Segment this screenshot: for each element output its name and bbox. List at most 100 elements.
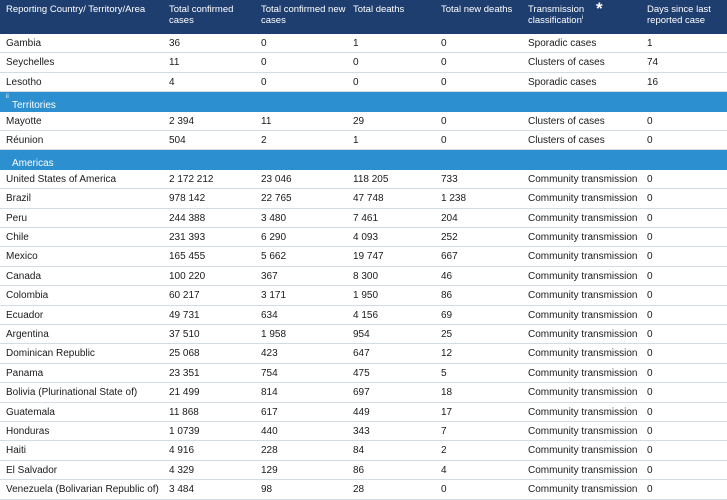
- table-row: Argentina 37 510 1 958 954 25 Community trans…: [0, 325, 727, 345]
- table-cell: 98: [261, 484, 273, 496]
- table-cell: 252: [441, 232, 458, 243]
- table-row: Brazil 978 142 22 765 47 748 1 238 Community …: [0, 189, 727, 209]
- table-cell: 1 958: [261, 329, 287, 340]
- table-cell: Community transmission: [528, 484, 638, 496]
- country-name: Colombia: [6, 290, 49, 302]
- country-name: Honduras: [6, 426, 50, 437]
- column-header: Reporting Country/ Territory/Area: [6, 4, 156, 15]
- table-cell: Community transmission: [528, 406, 638, 418]
- section-label: Territories: [12, 100, 56, 112]
- table-cell: 47 748: [353, 193, 384, 205]
- table-cell: 5 662: [261, 251, 287, 263]
- section-band: Territories ii: [0, 92, 727, 112]
- table-cell: 0: [647, 445, 653, 457]
- table-cell: 0: [647, 329, 653, 340]
- country-name: United States of America: [6, 173, 117, 185]
- table-cell: 0: [441, 115, 447, 127]
- table-cell: 697: [353, 387, 370, 399]
- table-cell: 0: [647, 387, 653, 399]
- table-cell: 1: [647, 38, 653, 49]
- footnote-mark: ii: [6, 94, 9, 101]
- country-name: Ecuador: [6, 309, 44, 321]
- country-name: Panama: [6, 367, 44, 379]
- table-cell: 69: [441, 309, 453, 321]
- table-cell: 36: [169, 38, 181, 49]
- table-row: Dominican Republic 25 068 423 647 12 Communit…: [0, 344, 727, 364]
- table-cell: 0: [647, 270, 653, 282]
- table-row: Réunion 504 2 1 0 Clusters of cases 0: [0, 131, 727, 151]
- table-cell: 0: [261, 38, 267, 49]
- table-row: Gambia 36 0 1 0 Sporadic cases 1: [0, 34, 727, 54]
- table-cell: 2: [441, 445, 447, 457]
- table-cell: 754: [261, 367, 278, 379]
- table-cell: 1: [353, 38, 359, 49]
- table-cell: 423: [261, 348, 278, 360]
- table-cell: 0: [647, 484, 653, 496]
- table-cell: Community transmission: [528, 173, 638, 185]
- table-cell: 23 046: [261, 173, 292, 185]
- table-cell: Clusters of cases: [528, 57, 605, 69]
- table-cell: 86: [441, 290, 453, 302]
- table-row: Venezuela (Bolivarian Republic of) 3 484 9…: [0, 480, 727, 500]
- column-header: Total deaths: [353, 4, 439, 15]
- country-name: Venezuela (Bolivarian Republic of): [6, 484, 159, 496]
- table-cell: 4 329: [169, 464, 195, 476]
- table-cell: Community transmission: [528, 212, 638, 224]
- column-label: Days since last reported case: [647, 4, 711, 26]
- table-cell: Community transmission: [528, 367, 638, 379]
- table-cell: 100 220: [169, 270, 206, 282]
- table-cell: 7 461: [353, 212, 379, 224]
- country-name: Seychelles: [6, 57, 55, 69]
- table-cell: 4 156: [353, 309, 379, 321]
- country-name: Mayotte: [6, 115, 42, 127]
- country-name: Argentina: [6, 329, 49, 340]
- column-label: Total confirmed cases: [169, 4, 234, 26]
- table-cell: 1: [353, 135, 359, 146]
- section-label: Americas: [12, 158, 54, 170]
- table-cell: 129: [261, 464, 278, 476]
- table-cell: Community transmission: [528, 309, 638, 321]
- table-row: Chile 231 393 6 290 4 093 252 Community trans…: [0, 228, 727, 248]
- asterisk: *: [596, 0, 603, 18]
- table-cell: 0: [441, 135, 447, 146]
- table-cell: 733: [441, 173, 458, 185]
- table-row: Bolivia (Plurinational State of) 21 499 81…: [0, 383, 727, 403]
- table-cell: 25 068: [169, 348, 200, 360]
- table-cell: 0: [647, 426, 653, 437]
- table-row: United States of America 2 172 212 23 046 1…: [0, 170, 727, 190]
- table-cell: 165 455: [169, 251, 206, 263]
- table-row: Canada 100 220 367 8 300 46 Community transmi…: [0, 267, 727, 287]
- table-cell: 37 510: [169, 329, 200, 340]
- table-cell: 74: [647, 57, 659, 69]
- table-cell: 49 731: [169, 309, 200, 321]
- table-row: Honduras 1 0739 440 343 7 Community transmiss…: [0, 422, 727, 442]
- table-row: Lesotho 4 0 0 0 Sporadic cases 16: [0, 73, 727, 93]
- table-cell: 4: [169, 76, 175, 88]
- table-cell: 954: [353, 329, 370, 340]
- table-cell: 4: [441, 464, 447, 476]
- table-cell: 0: [441, 57, 447, 69]
- column-label: Total deaths: [353, 4, 405, 15]
- table-cell: Community transmission: [528, 445, 638, 457]
- section-title: Territories ii: [6, 94, 56, 111]
- table-cell: 28: [353, 484, 365, 496]
- country-name: Bolivia (Plurinational State of): [6, 387, 138, 399]
- table-cell: 2 172 212: [169, 173, 214, 185]
- table-cell: 440: [261, 426, 278, 437]
- table-cell: Sporadic cases: [528, 76, 597, 88]
- table-cell: 0: [261, 57, 267, 69]
- table-cell: 11 868: [169, 406, 199, 418]
- table-cell: 17: [441, 406, 453, 418]
- table-cell: 0: [647, 135, 653, 146]
- table-cell: 634: [261, 309, 278, 321]
- table-cell: 204: [441, 212, 458, 224]
- table-cell: 244 388: [169, 212, 206, 224]
- table-cell: 978 142: [169, 193, 206, 205]
- country-name: Haiti: [6, 445, 27, 457]
- table-row: Colombia 60 217 3 171 1 950 86 Community tran…: [0, 286, 727, 306]
- column-header: Days since last reported case: [647, 4, 727, 26]
- table-cell: 449: [353, 406, 370, 418]
- table-cell: 6 290: [261, 232, 287, 243]
- table-cell: 2 394: [169, 115, 195, 127]
